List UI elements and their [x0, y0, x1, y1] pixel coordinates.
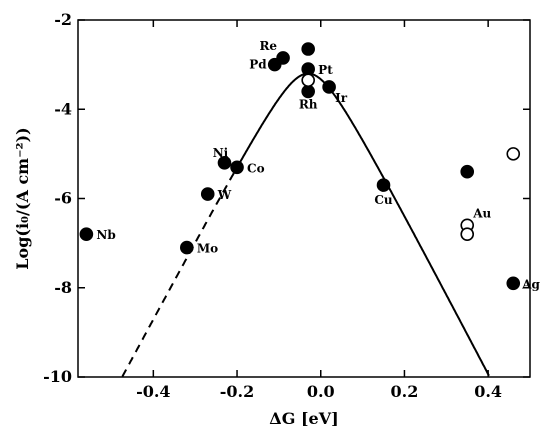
y-tick-label: -8	[54, 278, 72, 297]
open-point-unlabeled	[301, 73, 315, 88]
open-point-unlabeled	[506, 147, 521, 161]
volcano-curve	[121, 72, 490, 378]
filled-point-unlabeled	[301, 42, 315, 56]
filled-point-cu	[376, 178, 391, 192]
point-label-pt: Pt	[318, 63, 333, 77]
filled-point-co	[230, 160, 244, 175]
y-axis-label: Log(i₀/(A cm⁻²))	[13, 127, 32, 269]
curve-solid-segment	[236, 72, 490, 377]
y-tick-label: -10	[43, 367, 72, 386]
x-tick-label: 0.0	[307, 382, 335, 401]
filled-point-pt	[301, 62, 315, 76]
data-points	[79, 42, 521, 291]
filled-point-ir	[322, 80, 336, 94]
y-tick-label: -2	[54, 10, 72, 29]
point-label-ag: Ag	[521, 277, 540, 291]
filled-point-w	[200, 187, 215, 201]
x-axis-label: ΔG [eV]	[269, 409, 338, 428]
filled-point-ag	[506, 276, 521, 291]
x-tick-label: 0.4	[474, 382, 502, 401]
filled-point-nb	[79, 227, 94, 241]
filled-point-mo	[180, 240, 194, 255]
axis-ticks: -0.4 -0.2 0.0 0.2 0.4 -10 -8 -6 -4 -2	[43, 10, 530, 401]
point-label-nb: Nb	[96, 228, 115, 242]
y-tick-label: -4	[54, 99, 72, 118]
x-tick-label: 0.2	[391, 382, 419, 401]
point-label-ni: Ni	[213, 146, 229, 160]
point-label-re: Re	[259, 39, 277, 53]
open-point-unlabeled	[460, 227, 475, 241]
filled-point-rh	[301, 84, 315, 99]
point-label-ir: Ir	[335, 91, 348, 105]
y-tick-label: -6	[54, 189, 72, 208]
filled-point-unlabeled	[460, 164, 475, 179]
filled-point-ni	[217, 156, 232, 170]
point-label-co: Co	[247, 161, 265, 175]
point-labels: Nb Mo W Ni Co Re Pd Pt Rh Ir Cu Ag Au	[96, 39, 540, 291]
point-label-cu: Cu	[374, 193, 393, 207]
point-label-rh: Rh	[299, 97, 318, 111]
x-tick-label: -0.4	[136, 382, 170, 401]
curve-dashed-segment	[121, 167, 238, 378]
filled-point-pd	[267, 57, 282, 72]
point-label-pd: Pd	[249, 58, 267, 72]
x-tick-label: -0.2	[220, 382, 254, 401]
point-label-mo: Mo	[197, 242, 218, 256]
point-label-au: Au	[472, 206, 491, 220]
point-label-w: W	[217, 188, 232, 202]
